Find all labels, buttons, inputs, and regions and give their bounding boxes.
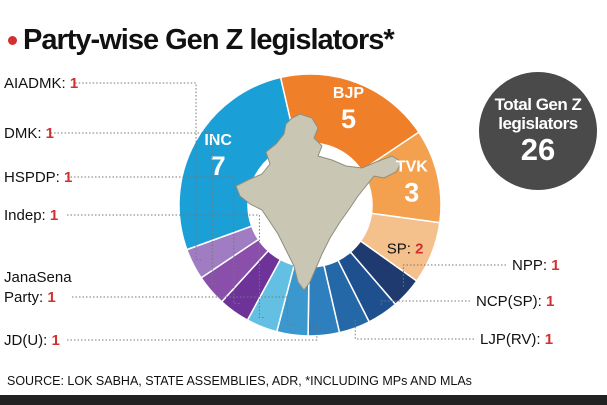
india-map-shape [235, 113, 403, 291]
total-label: Total Gen Z legislators [494, 95, 582, 133]
callout-hspdp: HSPDP: 1 [4, 169, 72, 186]
leader-ncp-sp [380, 300, 470, 306]
bottom-bar [0, 395, 607, 405]
callout-dmk: DMK: 1 [4, 125, 54, 142]
leader-aiadmk [75, 82, 203, 261]
value-tvk: 3 [404, 177, 419, 207]
label-tvk: TVK [396, 158, 428, 175]
chart-title: Party-wise Gen Z legislators* [23, 24, 395, 56]
source-note: SOURCE: LOK SABHA, STATE ASSEMBLIES, ADR… [7, 374, 472, 388]
label-sp: SP: 2 [387, 240, 424, 257]
leader-jd-u [67, 324, 323, 341]
value-inc: 7 [211, 151, 226, 181]
value-bjp: 5 [341, 104, 356, 134]
callout-npp: NPP: 1 [512, 257, 560, 274]
callout-jd-u: JD(U): 1 [4, 332, 60, 349]
label-inc: INC [204, 132, 232, 149]
title-bullet [8, 36, 17, 45]
title-row: Party-wise Gen Z legislators* [8, 24, 395, 57]
leader-npp [402, 264, 506, 287]
leader-dmk [50, 132, 219, 285]
label-bjp: BJP [333, 85, 364, 102]
leader-indep [67, 214, 266, 318]
total-badge: Total Gen Z legislators 26 [479, 72, 597, 190]
total-value: 26 [520, 132, 556, 167]
callout-janasena-party: JanaSena Party: 1 [4, 269, 72, 306]
callout-ncp-sp: NCP(SP): 1 [476, 293, 554, 310]
callout-aiadmk: AIADMK: 1 [4, 75, 78, 92]
callout-ljp-rv: LJP(RV): 1 [480, 331, 553, 348]
callout-indep: Indep: 1 [4, 207, 58, 224]
leader-ljp-rv [354, 318, 474, 340]
